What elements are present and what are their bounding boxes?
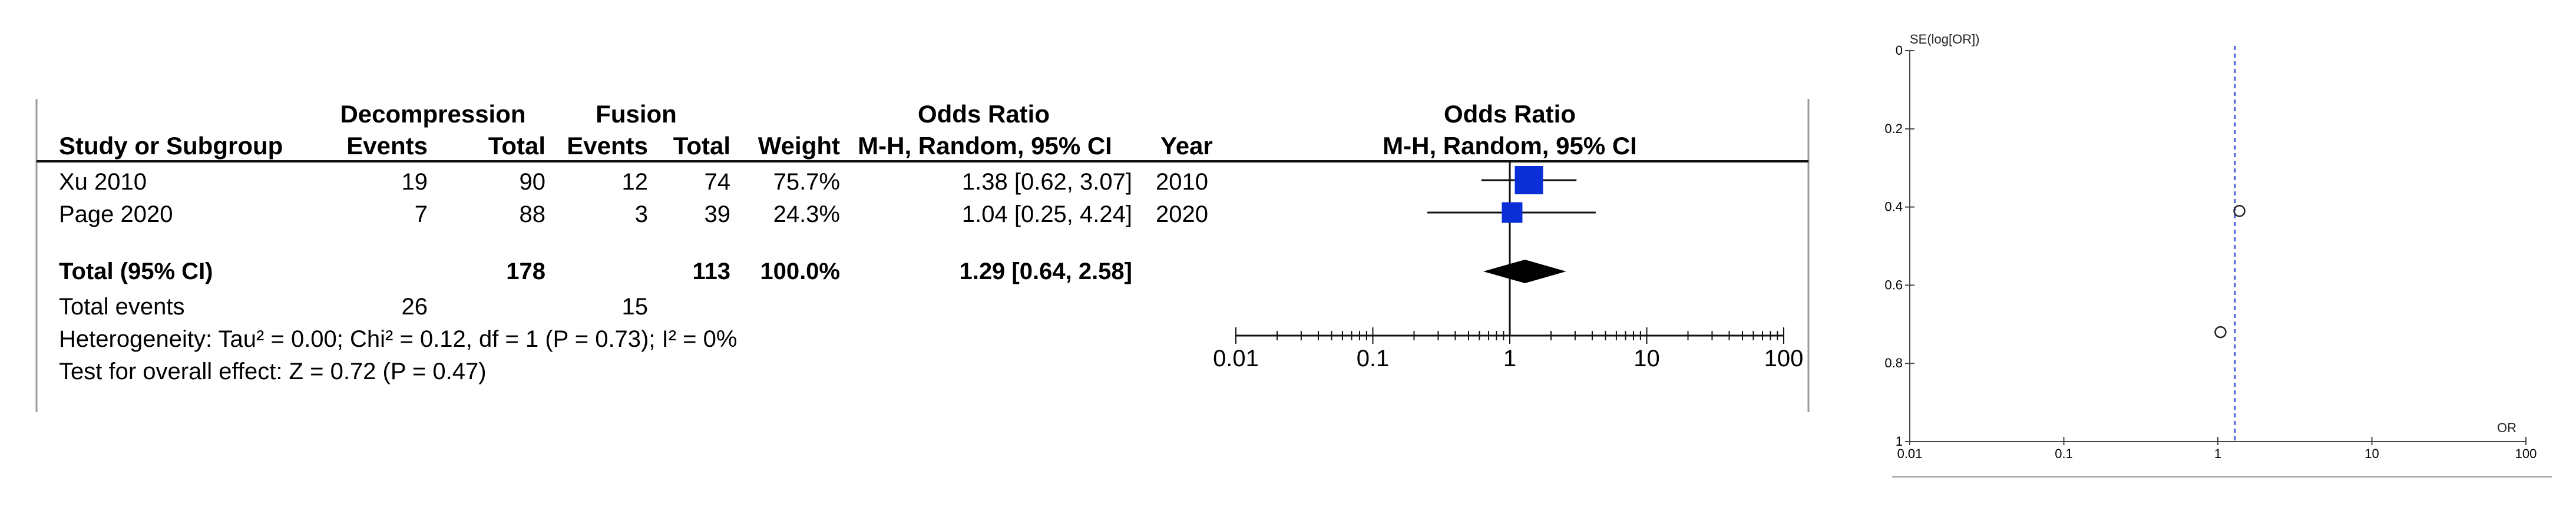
overall-effect-text: Test for overall effect: Z = 0.72 (P = 0… xyxy=(59,359,487,384)
study-ci-text: 1.04 [0.25, 4.24] xyxy=(962,201,1132,227)
study-weight: 24.3% xyxy=(773,201,840,227)
study-row: Xu 2010 19 90 12 74 75.7% 1.38 [0.62, 3.… xyxy=(59,169,1208,195)
total-events-label: Total events xyxy=(59,294,184,320)
header-total-1: Total xyxy=(488,132,545,160)
total-ci-text: 1.29 [0.64, 2.58] xyxy=(959,258,1132,284)
funnel-x-tick-label: 10 xyxy=(2365,446,2379,461)
axis-tick-label: 1 xyxy=(1503,346,1516,372)
study-total-1: 88 xyxy=(520,201,546,227)
study-events-2: 12 xyxy=(622,169,649,195)
study-weight: 75.7% xyxy=(773,169,840,195)
axis-tick-label: 0.01 xyxy=(1213,346,1259,372)
heterogeneity-text: Heterogeneity: Tau² = 0.00; Chi² = 0.12,… xyxy=(59,326,737,352)
study-row: Page 2020 7 88 3 39 24.3% 1.04 [0.25, 4.… xyxy=(59,201,1208,227)
study-events-1: 7 xyxy=(415,201,428,227)
study-year: 2010 xyxy=(1156,169,1208,195)
funnel-x-tick-label: 0.01 xyxy=(1897,446,1923,461)
funnel-plot-area: 00.20.40.60.810.01 0.1 1 10 100 xyxy=(1884,43,2552,477)
axis-tick-label: 0.1 xyxy=(1357,346,1390,372)
funnel-x-tick-label: 0.1 xyxy=(2055,446,2073,461)
funnel-point xyxy=(2214,326,2227,339)
funnel-y-tick-label: 0.2 xyxy=(1884,121,1903,136)
total-label: Total (95% CI) xyxy=(59,258,213,284)
funnel-plot: SE(log[OR]) OR 00.20.40.60.810.01 0.1 1 10 1… xyxy=(1884,32,2552,477)
study-name: Xu 2010 xyxy=(59,169,147,195)
study-marker xyxy=(1514,166,1543,194)
study-marker xyxy=(1502,202,1523,223)
header-or-method: M-H, Random, 95% CI xyxy=(858,132,1112,160)
header-or-top: Odds Ratio xyxy=(918,100,1050,128)
axis-tick-label: 100 xyxy=(1764,346,1804,372)
funnel-y-tick-label: 0.8 xyxy=(1884,356,1903,370)
forest-plot: Decompression Fusion Odds Ratio Odds Rat… xyxy=(35,99,1810,412)
study-events-1: 19 xyxy=(402,169,428,195)
total-events-1: 26 xyxy=(402,294,428,320)
header-year: Year xyxy=(1160,132,1213,160)
funnel-y-tick-label: 1 xyxy=(1896,434,1903,449)
funnel-x-tick-label: 1 xyxy=(2214,446,2221,461)
axis-tick-label: 10 xyxy=(1633,346,1660,372)
header-group1: Decompression xyxy=(340,100,525,128)
total-events-2: 15 xyxy=(622,294,649,320)
total-row: Total (95% CI) 178 113 100.0% 1.29 [0.64… xyxy=(59,258,1132,284)
study-total-2: 74 xyxy=(705,169,731,195)
total-n-2: 113 xyxy=(692,258,730,284)
funnel-y-tick-label: 0.6 xyxy=(1884,277,1903,292)
header-study: Study or Subgroup xyxy=(59,132,283,160)
funnel-y-tick-label: 0.4 xyxy=(1884,200,1903,214)
funnel-point xyxy=(2233,204,2246,217)
funnel-y-tick-label: 0 xyxy=(1896,43,1903,58)
funnel-x-title: OR xyxy=(2497,420,2517,435)
header-weight: Weight xyxy=(758,132,840,160)
funnel-y-title: SE(log[OR]) xyxy=(1910,32,1980,47)
header-total-2: Total xyxy=(673,132,730,160)
forest-axis: 0.01 0.1 1 10 100 xyxy=(1213,327,1803,372)
forest-plot-area xyxy=(1427,161,1596,336)
header-plot-or-method: M-H, Random, 95% CI xyxy=(1383,132,1637,160)
total-n-1: 178 xyxy=(506,258,545,284)
study-name: Page 2020 xyxy=(59,201,173,227)
header-group2: Fusion xyxy=(596,100,677,128)
header-events-1: Events xyxy=(346,132,428,160)
study-total-2: 39 xyxy=(705,201,731,227)
study-total-1: 90 xyxy=(520,169,546,195)
total-weight: 100.0% xyxy=(760,258,840,284)
study-events-2: 3 xyxy=(635,201,648,227)
pooled-diamond xyxy=(1483,260,1566,283)
header-plot-or-top: Odds Ratio xyxy=(1444,100,1576,128)
study-year: 2020 xyxy=(1156,201,1208,227)
header-events-2: Events xyxy=(567,132,648,160)
study-ci-text: 1.38 [0.62, 3.07] xyxy=(962,169,1132,195)
funnel-x-tick-label: 100 xyxy=(2515,446,2537,461)
